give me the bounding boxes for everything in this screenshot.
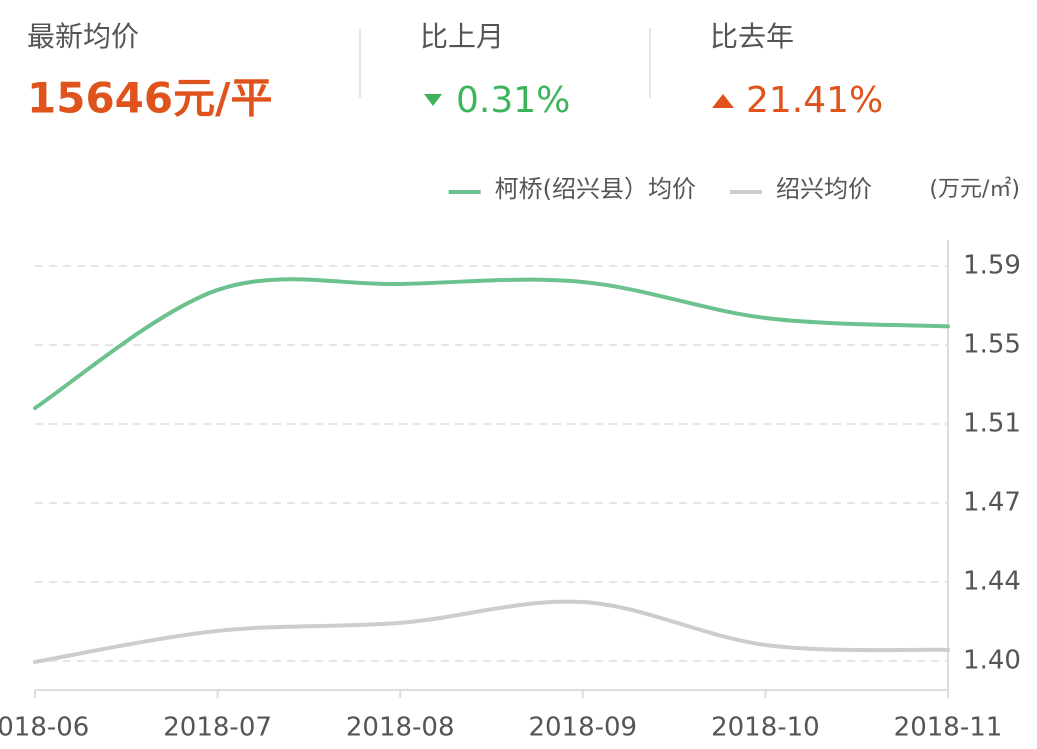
series-line: [33, 277, 950, 411]
stat-value: 15646元/平: [27, 74, 272, 123]
y-tick-label: 1.51: [963, 408, 1021, 438]
stat-label: 比上月: [420, 20, 504, 53]
series-line: [33, 599, 950, 664]
stat-value: 0.31%: [456, 80, 570, 121]
stat-label: 比去年: [710, 20, 794, 53]
stat-label: 最新均价: [27, 20, 139, 53]
x-tick-label: 2018-06: [0, 713, 89, 743]
y-tick-label: 1.47: [963, 487, 1021, 517]
legend-label: 柯桥(绍兴县）均价: [495, 175, 696, 203]
stat-value: 21.41%: [746, 80, 883, 121]
y-tick-label: 1.55: [963, 329, 1021, 359]
unit-label: (万元/㎡): [929, 176, 1020, 202]
up-arrow: [712, 94, 734, 108]
legend-label: 绍兴均价: [776, 175, 872, 203]
x-tick-label: 2018-07: [163, 713, 272, 743]
x-tick-label: 2018-10: [711, 713, 820, 743]
x-tick-label: 2018-09: [528, 713, 637, 743]
y-tick-label: 1.40: [963, 645, 1021, 675]
y-tick-label: 1.59: [963, 250, 1021, 280]
x-tick-label: 2018-11: [894, 713, 1003, 743]
down-arrow: [424, 94, 442, 106]
x-tick-label: 2018-08: [346, 713, 455, 743]
y-tick-label: 1.44: [963, 566, 1021, 596]
